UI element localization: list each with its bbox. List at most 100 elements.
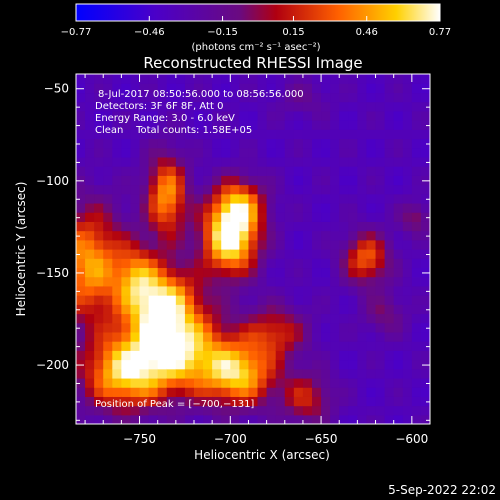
heatmap-cell bbox=[76, 405, 86, 416]
heatmap-cell bbox=[148, 341, 159, 351]
heatmap-cell bbox=[230, 377, 240, 388]
heatmap-cell bbox=[103, 147, 113, 158]
heatmap-cell bbox=[375, 156, 386, 167]
heatmap-cell bbox=[366, 267, 377, 278]
heatmap-cell bbox=[166, 313, 177, 324]
heatmap-cell bbox=[275, 368, 286, 379]
heatmap-cell bbox=[330, 377, 340, 388]
heatmap-cell bbox=[230, 212, 240, 222]
heatmap-cell bbox=[203, 331, 213, 342]
heatmap-cell bbox=[130, 304, 141, 315]
heatmap-cell bbox=[321, 120, 331, 130]
heatmap-cell bbox=[139, 212, 150, 222]
heatmap-cell bbox=[239, 166, 250, 176]
heatmap-cell bbox=[302, 341, 313, 351]
heatmap-cell bbox=[257, 184, 268, 195]
heatmap-cell bbox=[312, 202, 322, 213]
heatmap-cell bbox=[275, 156, 286, 167]
heatmap-cell bbox=[212, 230, 222, 241]
heatmap-cell bbox=[402, 110, 413, 121]
heatmap-cell bbox=[330, 313, 340, 324]
heatmap-cell bbox=[184, 258, 195, 269]
heatmap-cell bbox=[194, 184, 204, 195]
heatmap-cell bbox=[266, 212, 277, 222]
heatmap-cell bbox=[112, 414, 122, 424]
heatmap-cell bbox=[384, 230, 395, 241]
colorbar-tick-label: −0.15 bbox=[207, 27, 238, 38]
heatmap-cell bbox=[284, 92, 295, 103]
heatmap-cell bbox=[103, 341, 113, 351]
heatmap-cell bbox=[130, 221, 141, 232]
heatmap-cell bbox=[103, 285, 113, 296]
heatmap-cell bbox=[402, 156, 413, 167]
heatmap-cell bbox=[248, 110, 259, 121]
heatmap-cell bbox=[175, 267, 186, 278]
heatmap-cell bbox=[266, 341, 277, 351]
heatmap-cell bbox=[221, 341, 231, 351]
heatmap-cell bbox=[302, 156, 313, 167]
heatmap-cell bbox=[312, 414, 322, 424]
heatmap-cell bbox=[203, 239, 213, 250]
heatmap-cell bbox=[348, 83, 358, 94]
heatmap-cell bbox=[266, 193, 277, 204]
heatmap-cell bbox=[139, 414, 150, 424]
heatmap-cell bbox=[76, 341, 86, 351]
heatmap-cell bbox=[257, 110, 268, 121]
heatmap-cell bbox=[312, 184, 322, 195]
heatmap-cell bbox=[266, 83, 277, 94]
heatmap-cell bbox=[284, 239, 295, 250]
heatmap-cell bbox=[76, 110, 86, 121]
heatmap-cell bbox=[239, 331, 250, 342]
heatmap-cell bbox=[330, 74, 340, 84]
heatmap-cell bbox=[375, 193, 386, 204]
heatmap-cell bbox=[239, 230, 250, 241]
heatmap-cell bbox=[230, 110, 240, 121]
x-axis: −750 −700 −650 −600 bbox=[84, 74, 431, 446]
heatmap-cell bbox=[266, 92, 277, 103]
heatmap-cell bbox=[393, 350, 404, 361]
heatmap-cell bbox=[266, 221, 277, 232]
heatmap-cell bbox=[184, 193, 195, 204]
heatmap-cell bbox=[194, 322, 204, 333]
heatmap-cell bbox=[302, 110, 313, 121]
heatmap-cell bbox=[321, 202, 331, 213]
heatmap-cell bbox=[275, 359, 286, 370]
heatmap-cell bbox=[221, 74, 231, 84]
heatmap-cell bbox=[257, 156, 268, 167]
heatmap-cell bbox=[284, 166, 295, 176]
heatmap-cell bbox=[248, 377, 259, 388]
heatmap-cell bbox=[321, 110, 331, 121]
heatmap-cell bbox=[257, 405, 268, 416]
heatmap-cell bbox=[293, 285, 304, 296]
heatmap-cell bbox=[184, 120, 195, 130]
heatmap-cell bbox=[275, 276, 286, 287]
heatmap-cell bbox=[184, 83, 195, 94]
heatmap-cell bbox=[148, 230, 159, 241]
heatmap-cell bbox=[348, 239, 358, 250]
heatmap-cell bbox=[239, 387, 250, 397]
heatmap-cell bbox=[239, 83, 250, 94]
heatmap-cell bbox=[212, 221, 222, 232]
heatmap-cell bbox=[302, 129, 313, 140]
heatmap-cell bbox=[266, 304, 277, 315]
heatmap-cell bbox=[411, 230, 422, 241]
heatmap-cell bbox=[194, 212, 204, 222]
heatmap-cell bbox=[184, 377, 195, 388]
heatmap-cell bbox=[76, 267, 86, 278]
heatmap-cell bbox=[339, 230, 349, 241]
heatmap-cell bbox=[248, 295, 259, 305]
heatmap-cell bbox=[357, 120, 368, 130]
heatmap-cell bbox=[348, 175, 358, 186]
heatmap-cell bbox=[130, 276, 141, 287]
heatmap-cell bbox=[194, 276, 204, 287]
heatmap-cell bbox=[184, 138, 195, 149]
heatmap-cell bbox=[103, 258, 113, 269]
heatmap-cell bbox=[203, 101, 213, 112]
heatmap-image bbox=[76, 74, 430, 424]
heatmap-cell bbox=[239, 304, 250, 315]
heatmap-cell bbox=[166, 110, 177, 121]
heatmap-cell bbox=[312, 110, 322, 121]
heatmap-cell bbox=[112, 387, 122, 397]
heatmap-cell bbox=[212, 156, 222, 167]
heatmap-cell bbox=[212, 295, 222, 305]
